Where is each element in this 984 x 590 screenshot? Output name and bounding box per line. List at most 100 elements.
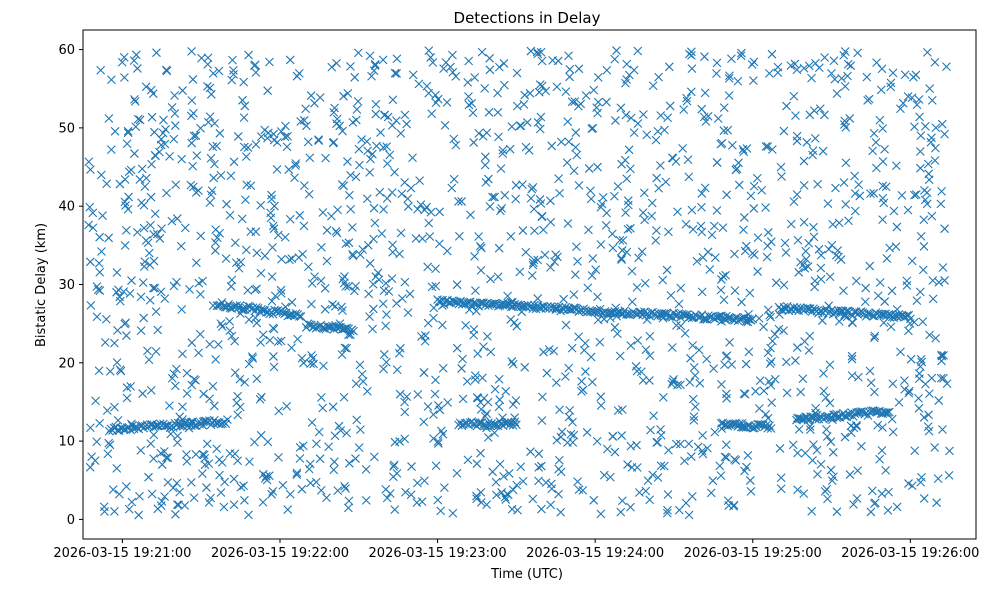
detection-marker bbox=[616, 507, 626, 517]
detection-marker bbox=[875, 115, 885, 125]
detection-marker bbox=[717, 138, 727, 148]
detection-marker bbox=[689, 412, 699, 421]
detection-marker bbox=[722, 190, 732, 200]
detection-marker bbox=[349, 326, 358, 336]
detection-marker bbox=[532, 47, 542, 57]
detection-marker bbox=[225, 449, 235, 458]
x-tick-label: 2026-03-15 19:23:00 bbox=[369, 546, 507, 561]
detection-marker bbox=[186, 180, 196, 190]
detection-marker bbox=[299, 358, 308, 368]
detection-marker bbox=[483, 433, 493, 442]
detection-marker bbox=[212, 444, 222, 454]
detection-marker bbox=[725, 71, 734, 81]
detection-marker bbox=[747, 60, 757, 69]
detection-marker bbox=[626, 441, 636, 451]
detection-marker bbox=[520, 90, 530, 100]
detection-marker bbox=[642, 130, 652, 140]
detection-marker bbox=[169, 369, 179, 379]
detection-marker bbox=[645, 351, 655, 360]
detection-marker bbox=[819, 368, 828, 378]
detection-marker bbox=[698, 449, 708, 459]
detection-marker bbox=[402, 392, 412, 401]
detection-marker bbox=[852, 493, 862, 503]
detection-marker bbox=[344, 190, 354, 200]
detection-marker bbox=[832, 413, 842, 423]
detection-marker bbox=[663, 113, 673, 123]
detection-marker bbox=[252, 374, 262, 384]
detection-marker bbox=[390, 167, 399, 177]
detection-marker bbox=[475, 241, 485, 251]
detection-marker bbox=[438, 363, 448, 373]
detection-marker bbox=[240, 495, 249, 505]
detection-marker bbox=[870, 331, 880, 341]
detection-marker bbox=[615, 351, 625, 361]
detection-marker bbox=[175, 487, 185, 497]
detection-marker bbox=[378, 299, 388, 309]
detection-marker bbox=[391, 116, 401, 126]
detection-marker bbox=[378, 143, 388, 152]
y-tick-label: 50 bbox=[58, 121, 75, 136]
detection-marker bbox=[171, 509, 180, 519]
detection-marker bbox=[230, 238, 240, 248]
detection-marker bbox=[223, 415, 232, 425]
detection-marker bbox=[733, 76, 743, 86]
detection-marker bbox=[358, 377, 368, 386]
detection-marker bbox=[867, 486, 877, 496]
detection-marker bbox=[295, 454, 305, 463]
detection-marker bbox=[883, 408, 893, 417]
detection-marker bbox=[133, 114, 143, 124]
x-axis-label: Time (UTC) bbox=[490, 567, 563, 582]
detection-marker bbox=[866, 378, 876, 388]
detection-marker bbox=[472, 459, 482, 469]
detection-marker bbox=[841, 158, 851, 168]
detection-marker bbox=[673, 380, 682, 390]
detection-marker bbox=[790, 59, 800, 69]
detection-marker bbox=[263, 86, 273, 96]
detection-marker bbox=[251, 313, 260, 323]
detection-marker bbox=[699, 314, 708, 324]
detection-marker bbox=[638, 375, 648, 385]
detection-marker bbox=[573, 477, 582, 487]
detection-marker bbox=[316, 485, 326, 495]
detection-marker bbox=[392, 54, 402, 64]
detection-marker bbox=[592, 436, 602, 446]
detection-marker bbox=[85, 423, 95, 433]
detection-marker bbox=[860, 297, 870, 307]
detection-marker bbox=[637, 247, 647, 257]
detection-marker bbox=[389, 460, 399, 470]
detection-marker bbox=[689, 415, 699, 425]
detection-marker bbox=[344, 458, 354, 468]
detection-marker bbox=[910, 446, 920, 456]
detection-marker bbox=[110, 126, 120, 136]
detection-marker bbox=[307, 351, 316, 360]
detection-marker bbox=[928, 294, 938, 304]
detection-marker bbox=[932, 498, 942, 508]
detection-marker bbox=[388, 472, 398, 482]
chart-title: Detections in Delay bbox=[454, 9, 601, 27]
detection-marker bbox=[641, 345, 651, 355]
detection-marker bbox=[904, 479, 913, 488]
detection-marker bbox=[827, 68, 836, 78]
detection-marker bbox=[546, 263, 555, 272]
detection-marker bbox=[145, 295, 155, 305]
detection-marker bbox=[529, 204, 539, 214]
detection-marker bbox=[105, 366, 115, 376]
detection-marker bbox=[186, 477, 196, 487]
detection-marker bbox=[426, 53, 436, 62]
detection-marker bbox=[165, 401, 174, 410]
detection-marker bbox=[812, 445, 822, 455]
detection-marker bbox=[250, 437, 259, 447]
detection-marker bbox=[392, 298, 401, 308]
detection-marker bbox=[588, 123, 598, 133]
detection-marker bbox=[472, 393, 482, 402]
detection-marker bbox=[724, 501, 734, 510]
detection-marker bbox=[484, 107, 494, 117]
detection-marker bbox=[276, 288, 286, 298]
detection-marker bbox=[182, 389, 192, 398]
detection-marker bbox=[103, 449, 113, 459]
detection-marker bbox=[369, 452, 379, 462]
detection-marker bbox=[882, 254, 892, 263]
detection-marker bbox=[241, 195, 250, 205]
detection-marker bbox=[220, 477, 230, 487]
detection-marker bbox=[318, 208, 328, 217]
